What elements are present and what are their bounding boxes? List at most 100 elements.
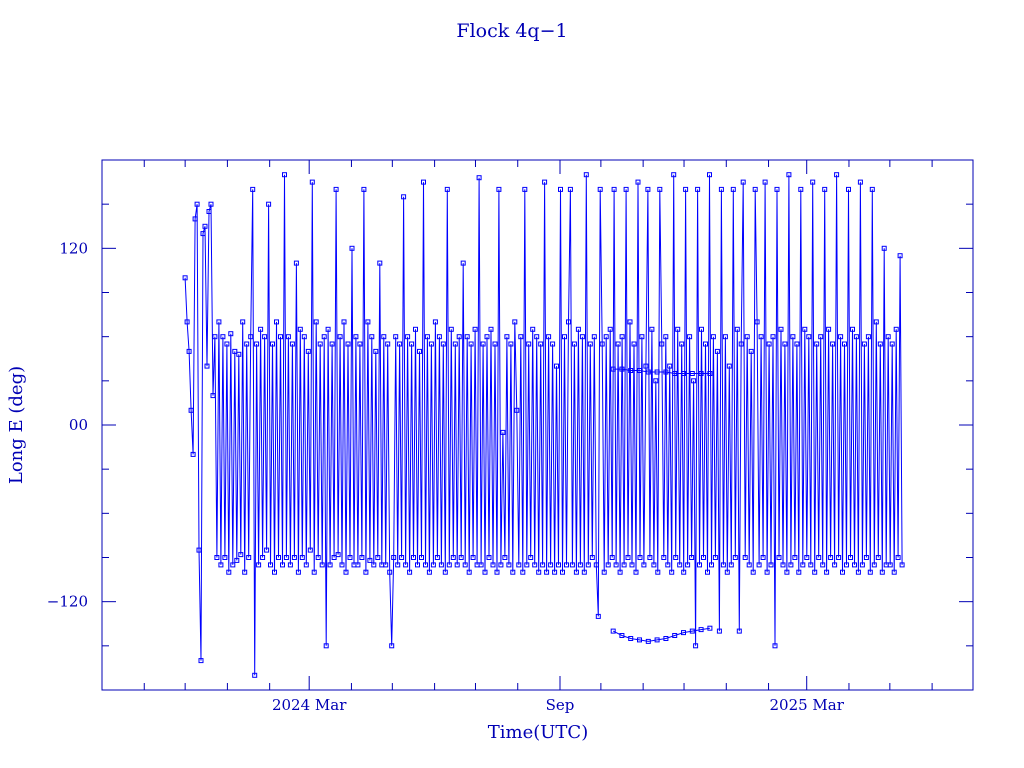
data-point: [389, 643, 395, 649]
data-point: [564, 562, 569, 568]
data-point: [373, 348, 379, 354]
data-point: [714, 348, 720, 354]
data-point: [695, 186, 701, 192]
data-point: [432, 319, 438, 325]
data-point: [635, 179, 641, 185]
data-point: [532, 562, 538, 568]
data-point: [544, 569, 550, 575]
data-point: [303, 562, 309, 568]
data-point: [567, 186, 573, 192]
data-point: [329, 341, 335, 347]
data-point: [663, 334, 669, 340]
data-point: [631, 341, 637, 347]
data-point: [232, 348, 238, 354]
data-point: [498, 562, 504, 568]
data-point: [798, 186, 804, 192]
data-point: [788, 562, 794, 568]
data-point: [865, 334, 871, 340]
data-point: [428, 341, 434, 347]
data-point: [542, 179, 548, 185]
data-point: [552, 569, 558, 575]
data-point: [863, 555, 869, 560]
data-point: [426, 569, 432, 575]
data-point: [339, 562, 345, 568]
data-point: [518, 334, 524, 340]
data-point: [184, 319, 190, 325]
data-point: [645, 638, 651, 644]
data-point: [321, 334, 327, 340]
y-tick-label: −120: [47, 593, 88, 611]
data-point: [784, 569, 790, 575]
data-point: [528, 555, 534, 560]
data-point: [679, 341, 685, 347]
data-point: [707, 172, 712, 178]
data-point: [291, 555, 297, 560]
data-point: [192, 216, 198, 222]
data-point: [654, 637, 660, 643]
data-point: [333, 186, 339, 192]
data-point: [681, 630, 686, 636]
data-point: [643, 363, 649, 369]
data-point: [472, 326, 478, 332]
data-point: [202, 223, 208, 229]
data-point: [669, 569, 675, 575]
data-point: [850, 326, 855, 332]
data-point: [716, 628, 722, 634]
data-point: [216, 319, 222, 325]
data-point: [794, 341, 800, 347]
x-axis-label: Time(UTC): [488, 722, 588, 743]
data-point: [766, 341, 772, 347]
data-point: [240, 319, 246, 325]
data-point: [325, 326, 331, 332]
data-point: [200, 231, 206, 237]
data-point: [810, 179, 816, 185]
data-point: [236, 351, 242, 357]
data-point: [595, 613, 601, 619]
data-point: [371, 562, 377, 568]
data-point: [844, 562, 849, 568]
data-point: [718, 186, 724, 192]
data-point: [424, 334, 430, 340]
data-point: [887, 562, 893, 568]
data-point: [210, 393, 216, 399]
data-point: [538, 341, 544, 347]
data-point: [651, 562, 657, 568]
data-point: [758, 334, 764, 340]
series-layer: [182, 172, 905, 678]
data-point: [816, 555, 822, 560]
data-point: [734, 326, 740, 332]
data-point: [393, 334, 399, 340]
data-point: [230, 562, 236, 568]
data-point: [687, 334, 693, 340]
data-point: [637, 637, 642, 643]
data-point: [698, 627, 704, 633]
data-point: [560, 569, 565, 575]
data-point: [212, 334, 218, 340]
data-point: [331, 555, 337, 560]
data-point: [242, 569, 248, 575]
data-point: [899, 562, 905, 568]
data-point: [188, 407, 194, 413]
data-point: [639, 334, 645, 340]
data-point: [305, 348, 311, 354]
data-point: [877, 341, 883, 347]
data-point: [442, 569, 448, 575]
data-point: [500, 429, 506, 435]
data-point: [768, 562, 774, 568]
data-point: [494, 569, 500, 575]
data-point: [748, 348, 754, 354]
data-point: [571, 341, 577, 347]
data-point: [610, 366, 616, 372]
data-point: [218, 562, 224, 568]
data-point: [484, 334, 490, 340]
data-point: [764, 569, 770, 575]
data-point: [486, 555, 492, 560]
data-point: [786, 172, 792, 178]
data-point: [363, 569, 369, 575]
data-point: [220, 334, 226, 340]
y-tick-label: 120: [59, 239, 88, 257]
data-point: [617, 569, 623, 575]
data-point: [301, 334, 307, 340]
data-point: [456, 334, 462, 340]
data-point: [893, 326, 899, 332]
